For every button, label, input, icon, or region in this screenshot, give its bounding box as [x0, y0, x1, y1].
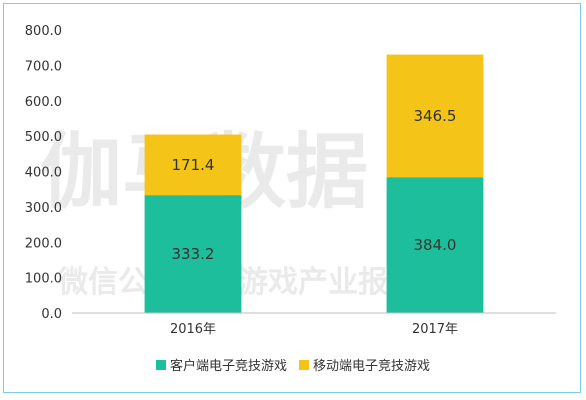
x-tick-label: 2017年: [412, 322, 458, 337]
y-tick-label: 400.0: [25, 166, 62, 181]
y-axis: 0.0 100.0 200.0 300.0 400.0 500.0 600.0 700.0 80…: [25, 24, 62, 322]
y-tick-label: 700.0: [25, 59, 62, 74]
data-label: 171.4: [172, 156, 215, 174]
y-tick-label: 200.0: [25, 236, 62, 251]
bar-segment: [144, 134, 242, 196]
bars-group: [144, 54, 484, 313]
legend: 客户端电子竞技游戏 移动端电子竞技游戏: [0, 355, 586, 374]
chart-frame: [3, 3, 581, 393]
data-label: 346.5: [414, 107, 457, 125]
data-label: 384.0: [414, 236, 457, 254]
y-tick-label: 600.0: [25, 95, 62, 110]
legend-swatch-pc: [155, 359, 166, 370]
legend-item-mobile: 移动端电子竞技游戏: [299, 355, 430, 374]
y-tick-label: 100.0: [25, 272, 62, 287]
legend-item-pc: 客户端电子竞技游戏: [155, 355, 287, 374]
y-tick-label: 500.0: [25, 130, 62, 145]
legend-swatch-mobile: [299, 359, 309, 370]
bar-segment: [386, 54, 484, 178]
bar-segment: [144, 195, 242, 313]
data-label: 333.2: [172, 245, 215, 263]
x-axis: 2016年 2017年: [72, 312, 556, 337]
y-tick-label: 0.0: [41, 307, 62, 322]
bar-segment: [386, 177, 484, 313]
data-labels-group: 333.2 171.4 384.0 346.5: [172, 107, 457, 263]
y-tick-label: 300.0: [25, 201, 62, 216]
legend-label-mobile: 移动端电子竞技游戏: [313, 359, 431, 374]
y-tick-label: 800.0: [25, 24, 62, 39]
x-tick-label: 2016年: [170, 322, 216, 337]
legend-label-pc: 客户端电子竞技游戏: [169, 359, 287, 374]
